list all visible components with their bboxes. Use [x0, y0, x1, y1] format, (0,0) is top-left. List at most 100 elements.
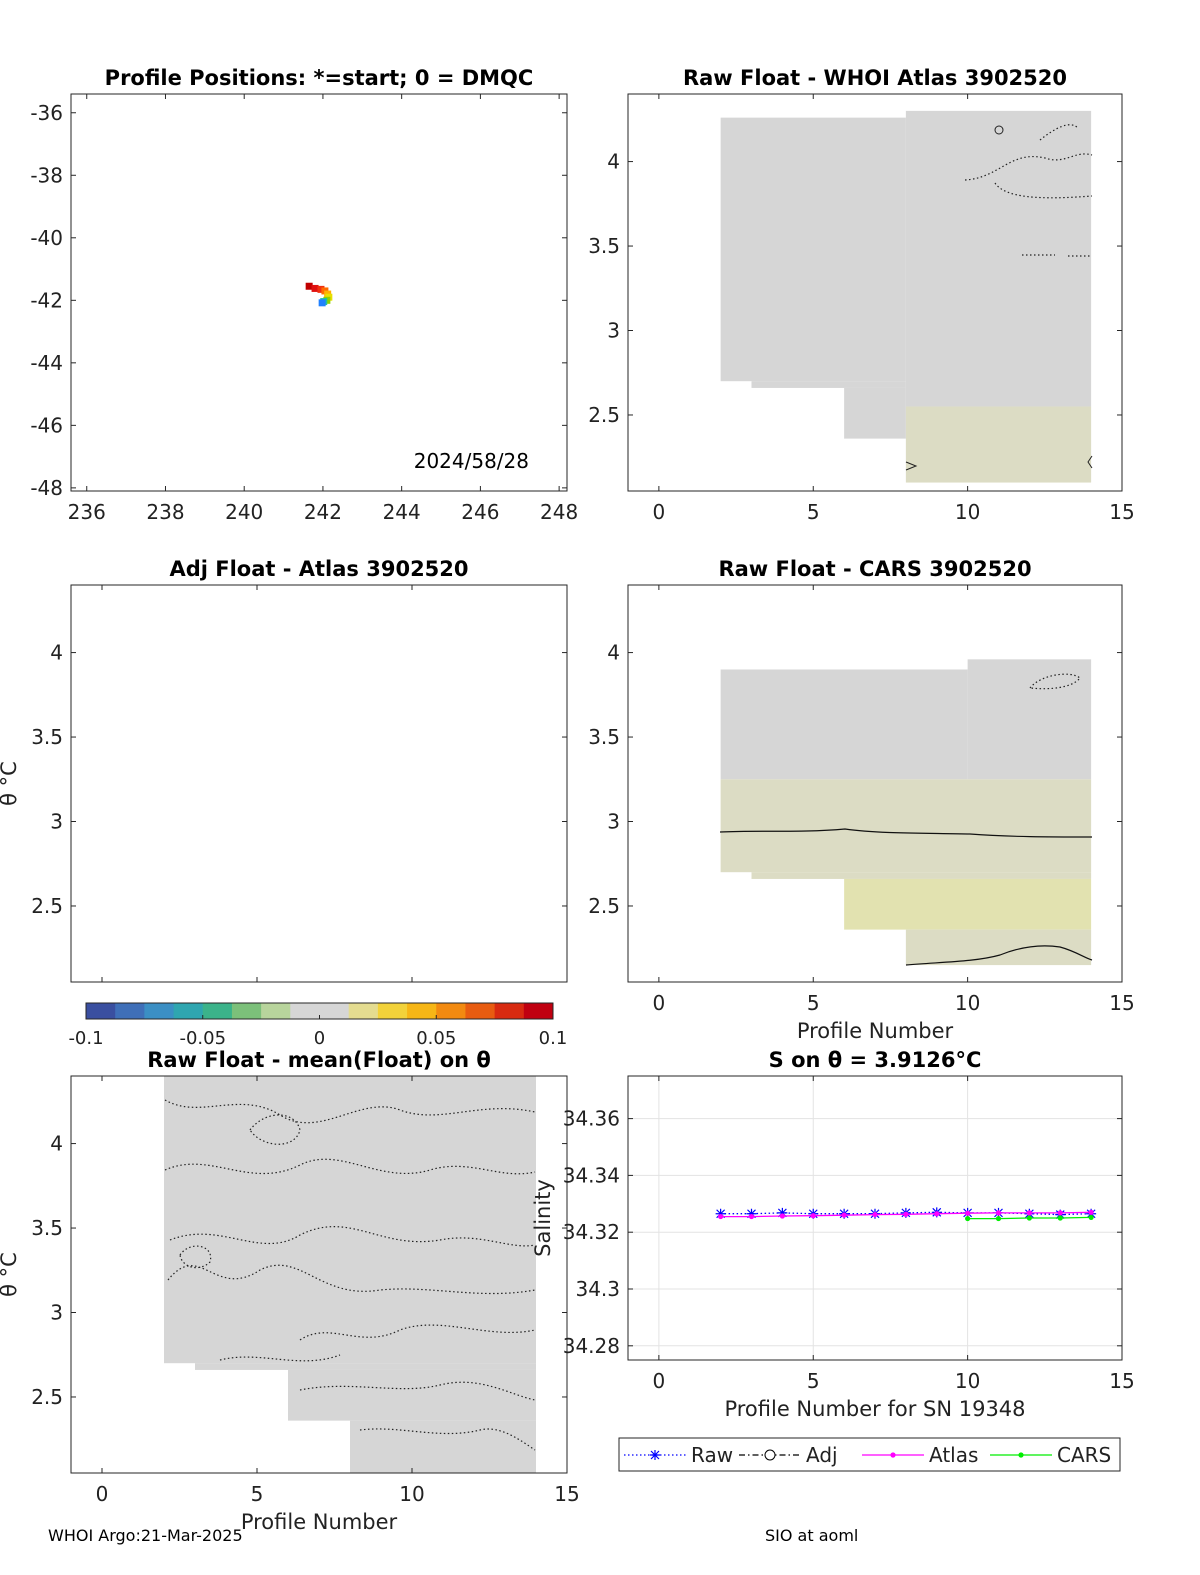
- x-tick-label: 5: [807, 991, 820, 1015]
- chart-raw-mean: 0 5 10 15 2.5 3 3.5 4 Raw Float - mean(Float) on…: [0, 1048, 580, 1534]
- heatmap-cell: [751, 381, 906, 388]
- contour-line: [299, 1381, 536, 1401]
- axes-box: [70, 1075, 568, 1474]
- colorbar-swatch: [523, 1003, 554, 1019]
- y-tick-label: 34.28: [563, 1334, 620, 1358]
- heatmap-cell: [288, 1369, 536, 1421]
- chart-adj-atlas: 2.5 3 3.5 4 Adj Float - Atlas 3902520 θ °C: [0, 557, 568, 983]
- y-axis-label: Salinity: [531, 1179, 555, 1257]
- colorbar-swatch: [115, 1003, 145, 1019]
- data-point-atlas: [810, 1213, 816, 1219]
- x-axis-label: Profile Number: [241, 1510, 398, 1534]
- contour-line: [249, 1114, 301, 1145]
- legend-marker-adj: [764, 1449, 776, 1461]
- chart-salinity: 0 5 10 15 34.28 34.3 34.32 34.34 34.36 S on θ = 3…: [531, 1048, 1135, 1472]
- colorbar-swatch: [348, 1003, 379, 1019]
- y-tick-label: 3: [50, 1301, 63, 1325]
- colorbar-swatch: [86, 1003, 116, 1019]
- axes-box: [627, 584, 1123, 983]
- contour-ring: [994, 125, 1004, 135]
- data-point-atlas: [748, 1213, 755, 1220]
- x-tick-label: 10: [955, 991, 980, 1015]
- x-tick-label: 238: [146, 500, 184, 524]
- x-tick-label: 236: [68, 500, 106, 524]
- legend-marker-cars: [1018, 1452, 1024, 1458]
- contour-line: [994, 182, 1093, 199]
- chart-title: Adj Float - Atlas 3902520: [169, 557, 468, 581]
- x-tick-label: 242: [304, 500, 342, 524]
- legend: Raw Adj Atlas CARS: [618, 1437, 1121, 1472]
- chart-title: Raw Float - mean(Float) on θ: [147, 1048, 491, 1072]
- data-point-atlas: [1057, 1210, 1063, 1216]
- colorbar-swatch: [144, 1003, 175, 1019]
- y-tick-label: -36: [30, 101, 63, 125]
- y-axis-label: θ °C: [0, 761, 21, 806]
- data-point-atlas: [995, 1210, 1002, 1216]
- legend-marker-raw: [650, 1450, 660, 1460]
- colorbar-tick-label: -0.1: [68, 1028, 103, 1049]
- date-annotation: 2024/58/28: [414, 449, 529, 473]
- x-axis-label: Profile Number for SN 19348: [724, 1397, 1025, 1421]
- contour-line: [164, 1099, 536, 1124]
- data-point-cars: [995, 1215, 1002, 1222]
- chart-title: Raw Float - CARS 3902520: [718, 557, 1031, 581]
- legend-label-adj: Adj: [806, 1443, 838, 1467]
- y-tick-label: 3.5: [588, 234, 620, 258]
- position-point: [317, 285, 325, 293]
- position-point: [305, 282, 313, 290]
- y-tick-label: 3: [607, 810, 620, 834]
- x-tick-label: 15: [1109, 1369, 1134, 1393]
- colorbar-swatch: [290, 1003, 320, 1019]
- axes-box: [627, 93, 1123, 492]
- chart-title: Raw Float - WHOI Atlas 3902520: [683, 66, 1067, 90]
- colorbar-swatch: [465, 1003, 496, 1019]
- footer-right-text: SIO at aoml: [765, 1526, 859, 1545]
- x-axis-label: Profile Number: [797, 1019, 954, 1043]
- y-tick-label: 34.32: [563, 1220, 620, 1244]
- chart-positions: 236 238 240 242 244 246 248 -36 -38 -40 -42 -44 -46 -…: [30, 66, 578, 524]
- colorbar-swatch: [436, 1003, 466, 1019]
- contour-line: [179, 1245, 212, 1269]
- position-point: [311, 284, 319, 292]
- x-tick-label: 5: [807, 500, 820, 524]
- colorbar-tick-label: 0: [314, 1028, 325, 1049]
- heatmap-cell: [720, 779, 1092, 873]
- colorbar-swatch: [319, 1003, 350, 1019]
- position-point: [318, 299, 326, 307]
- data-point-atlas: [718, 1213, 724, 1220]
- contour-line: [1022, 254, 1092, 257]
- contour-line: [1039, 124, 1079, 141]
- heatmap-cell: [720, 669, 968, 780]
- x-tick-label: 248: [540, 500, 578, 524]
- colorbar-swatch: [231, 1003, 262, 1019]
- y-axis-label: θ °C: [0, 1252, 21, 1297]
- colorbar-tick-label: 0.1: [539, 1028, 568, 1049]
- heatmap-cell: [195, 1363, 536, 1370]
- y-tick-label: -38: [30, 163, 63, 187]
- colorbar-swatch: [261, 1003, 291, 1019]
- data-point-raw: [777, 1207, 788, 1218]
- data-point-atlas: [934, 1211, 940, 1217]
- y-tick-label: -48: [30, 476, 63, 500]
- y-tick-label: 3.5: [31, 1216, 63, 1240]
- colorbar-tick-label: -0.05: [179, 1028, 226, 1049]
- heatmap-cell: [350, 1420, 536, 1473]
- chart-raw-whoi: 0 5 10 15 2.5 3 3.5 4 Raw Float - WHOI Atlas 390…: [588, 66, 1135, 524]
- data-point-cars: [965, 1215, 971, 1222]
- x-tick-label: 10: [955, 1369, 980, 1393]
- y-tick-label: -40: [30, 226, 63, 250]
- data-point-atlas: [1088, 1209, 1094, 1215]
- heatmap-cell: [164, 1076, 536, 1364]
- y-tick-label: 3: [50, 810, 63, 834]
- y-tick-label: 2.5: [31, 1385, 63, 1409]
- data-point-atlas: [841, 1212, 847, 1218]
- colorbar-swatch: [377, 1003, 408, 1019]
- data-point-raw: [715, 1208, 726, 1219]
- colorbar-tick-label: 0.05: [416, 1028, 456, 1049]
- y-tick-label: -46: [30, 413, 63, 437]
- y-tick-label: 3.5: [31, 725, 63, 749]
- y-tick-label: 4: [50, 641, 63, 665]
- y-tick-label: 2.5: [588, 403, 620, 427]
- axes-box: [627, 1075, 1123, 1361]
